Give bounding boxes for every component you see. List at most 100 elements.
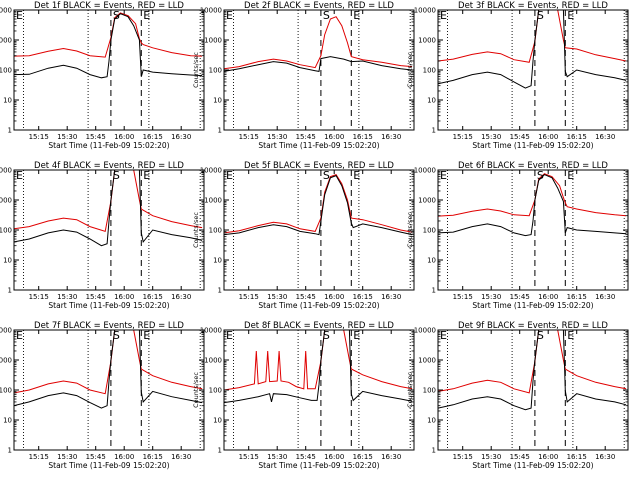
series-lld-line xyxy=(438,330,627,394)
x-tick-label: 16:30 xyxy=(595,133,615,141)
x-tick-label: 15:30 xyxy=(57,293,77,301)
y-tick-label: 10 xyxy=(3,417,12,425)
x-tick-label: 15:30 xyxy=(481,293,501,301)
y-tick-label: 10000 xyxy=(0,7,12,15)
x-tick-label: 15:45 xyxy=(86,453,106,461)
y-tick-label: 1000 xyxy=(418,37,436,45)
y-tick-label: 1 xyxy=(218,127,222,135)
x-axis-label: Start Time (11-Feb-09 15:02:20) xyxy=(472,301,593,310)
y-tick-label: 1000 xyxy=(418,197,436,205)
y-tick-label: 1 xyxy=(432,127,436,135)
x-tick-label: 16:00 xyxy=(114,293,134,301)
y-tick-label: 10 xyxy=(213,417,222,425)
y-tick-label: 10 xyxy=(213,97,222,105)
x-tick-label: 16:15 xyxy=(143,293,163,301)
marker-label-e: E xyxy=(353,329,360,342)
series-events-line xyxy=(224,330,413,404)
y-tick-label: 100 xyxy=(423,67,436,75)
series-events-line xyxy=(438,10,627,89)
marker-label-e: E xyxy=(440,9,447,22)
series-events-line xyxy=(224,174,413,236)
x-tick-label: 16:30 xyxy=(595,453,615,461)
y-tick-label: 1000 xyxy=(0,357,12,365)
marker-label-s: S xyxy=(113,329,120,342)
x-axis-label: Start Time (11-Feb-09 15:02:20) xyxy=(258,141,379,150)
marker-label-s: S xyxy=(537,329,544,342)
x-tick-label: 16:00 xyxy=(324,453,344,461)
y-tick-label: 10 xyxy=(427,417,436,425)
x-tick-label: 15:15 xyxy=(239,293,259,301)
panel-det-8f: Det 8f BLACK = Events, RED = LLD 1 10 100 10… xyxy=(192,321,415,470)
series-events-line xyxy=(438,330,627,411)
x-tick-label: 16:15 xyxy=(567,133,587,141)
y-tick-label: 100 xyxy=(0,67,12,75)
x-tick-label: 15:30 xyxy=(267,133,287,141)
x-tick-label: 15:45 xyxy=(510,293,530,301)
x-tick-label: 15:30 xyxy=(481,133,501,141)
y-tick-label: 10 xyxy=(427,257,436,265)
y-tick-label: 1 xyxy=(432,287,436,295)
x-axis-label: Start Time (11-Feb-09 15:02:20) xyxy=(48,461,169,470)
marker-label-e: E xyxy=(226,329,233,342)
panel-det-4f: Det 4f BLACK = Events, RED = LLD 1 10 100 10… xyxy=(0,161,205,310)
panel-title: Det 9f BLACK = Events, RED = LLD xyxy=(458,321,608,331)
series-events-line xyxy=(14,170,203,247)
x-tick-label: 15:15 xyxy=(239,453,259,461)
panel-det-7f: Det 7f BLACK = Events, RED = LLD 1 10 100 10… xyxy=(0,321,205,470)
x-tick-label: 16:00 xyxy=(114,133,134,141)
x-axis-label: Start Time (11-Feb-09 15:02:20) xyxy=(472,461,593,470)
y-tick-label: 1 xyxy=(218,447,222,455)
marker-label-e: E xyxy=(440,329,447,342)
x-tick-label: 15:45 xyxy=(86,133,106,141)
series-lld-line xyxy=(224,330,413,391)
y-tick-label: 1 xyxy=(8,127,12,135)
marker-label-e: E xyxy=(143,9,150,22)
panel-det-1f: Det 1f BLACK = Events, RED = LLD 1 10 100 10… xyxy=(0,1,205,150)
y-tick-label: 100 xyxy=(423,387,436,395)
marker-label-e: E xyxy=(353,9,360,22)
y-tick-label: 10 xyxy=(427,97,436,105)
panel-title: Det 7f BLACK = Events, RED = LLD xyxy=(34,321,184,331)
y-tick-label: 10000 xyxy=(200,327,222,335)
y-tick-label: 10 xyxy=(3,97,12,105)
marker-label-e: E xyxy=(353,169,360,182)
y-tick-label: 1000 xyxy=(204,37,222,45)
y-axis-label: Counts/sec xyxy=(192,52,200,88)
y-tick-label: 10 xyxy=(3,257,12,265)
series-lld-line xyxy=(224,173,413,234)
marker-label-e: E xyxy=(440,169,447,182)
x-tick-label: 15:15 xyxy=(239,133,259,141)
x-tick-label: 16:15 xyxy=(567,293,587,301)
x-tick-label: 15:45 xyxy=(296,133,316,141)
y-tick-label: 1 xyxy=(8,447,12,455)
x-axis-label: Start Time (11-Feb-09 15:02:20) xyxy=(258,301,379,310)
y-tick-label: 100 xyxy=(209,387,222,395)
marker-label-s: S xyxy=(323,169,330,182)
x-tick-label: 16:30 xyxy=(381,453,401,461)
x-tick-label: 15:30 xyxy=(481,453,501,461)
y-tick-label: 100 xyxy=(0,387,12,395)
x-tick-label: 16:00 xyxy=(324,293,344,301)
series-events-line xyxy=(438,174,627,237)
y-tick-label: 100 xyxy=(209,227,222,235)
x-tick-label: 16:00 xyxy=(538,133,558,141)
x-tick-label: 15:15 xyxy=(453,133,473,141)
y-tick-label: 1000 xyxy=(0,37,12,45)
y-tick-label: 10000 xyxy=(0,167,12,175)
panel-det-9f: Det 9f BLACK = Events, RED = LLD 1 10 100 10… xyxy=(406,321,629,470)
panel-title: Det 2f BLACK = Events, RED = LLD xyxy=(244,1,394,11)
x-tick-label: 15:45 xyxy=(86,293,106,301)
panel-title: Det 1f BLACK = Events, RED = LLD xyxy=(34,1,184,11)
marker-label-s: S xyxy=(113,9,120,22)
marker-label-s: S xyxy=(323,9,330,22)
panel-title: Det 8f BLACK = Events, RED = LLD xyxy=(244,321,394,331)
series-events-line xyxy=(14,330,203,409)
y-tick-label: 10000 xyxy=(0,327,12,335)
x-tick-label: 16:30 xyxy=(171,453,191,461)
y-tick-label: 1000 xyxy=(418,357,436,365)
x-tick-label: 16:30 xyxy=(381,133,401,141)
plot-frame xyxy=(437,329,629,451)
marker-label-e: E xyxy=(143,329,150,342)
x-tick-label: 15:15 xyxy=(29,293,49,301)
panel-title: Det 3f BLACK = Events, RED = LLD xyxy=(458,1,608,11)
